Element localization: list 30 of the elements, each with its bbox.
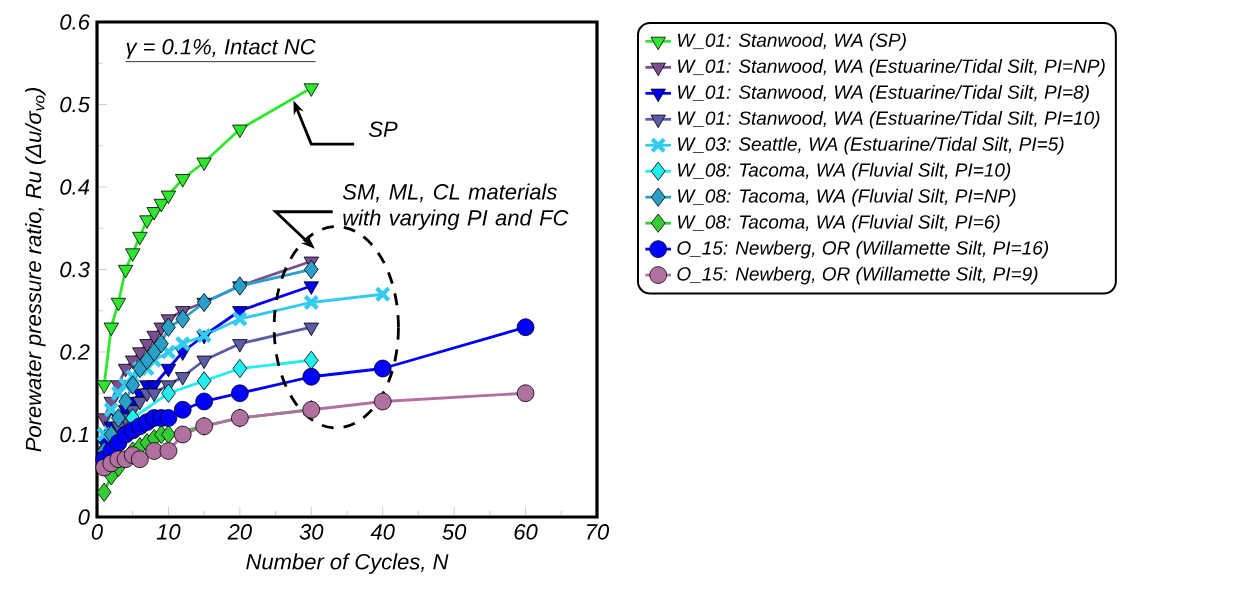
annotation: SM, ML, CL materials with varying PI and FC <box>342 183 569 230</box>
legend-label: W_01: Stanwood, WA (Estuarine/Tidal Silt, PI=10) <box>678 110 1100 129</box>
x-tick-label: 20 <box>227 524 252 540</box>
x-tick-label: 0 <box>91 524 103 540</box>
x-tick-label: 70 <box>587 524 610 540</box>
legend-label: W_03: Seattle, WA (Estuarine/Tidal Silt, PI=5) <box>678 136 1064 155</box>
y-tick-label: 0.6 <box>60 14 90 30</box>
x-tick-label: 10 <box>156 524 181 540</box>
legend-label: W_01: Stanwood, WA (Estuarine/Tidal Silt, PI=NP) <box>678 58 1105 77</box>
legend-label: W_08: Tacoma, WA (Fluvial Silt, PI=NP) <box>678 188 1016 207</box>
x-tick-label: 30 <box>299 524 324 540</box>
legend-label: W_08: Tacoma, WA (Fluvial Silt, PI=10) <box>678 162 1011 181</box>
x-axis-title: Number of Cycles, N <box>246 553 449 574</box>
legend-label: W_01: Stanwood, WA (SP) <box>678 32 906 51</box>
annotation: SP <box>368 121 398 138</box>
x-tick-label: 50 <box>442 524 467 540</box>
legend-label: O_15: Newberg, OR (Willamette Silt, PI=9) <box>677 266 1038 285</box>
annotation: γ = 0.1%, Intact NC <box>126 38 316 59</box>
x-tick-label: 40 <box>370 524 395 540</box>
legend-label: O_15: Newberg, OR (Willamette Silt, PI=16) <box>677 240 1048 259</box>
y-tick-label: 0.5 <box>60 96 90 113</box>
y-tick-label: 0.4 <box>60 179 90 195</box>
y-tick-label: 0.3 <box>60 261 90 278</box>
legend-label: W_08: Tacoma, WA (Fluvial Silt, PI=6) <box>678 214 1000 233</box>
y-tick-label: 0 <box>78 509 90 525</box>
y-tick-label: 0.1 <box>60 426 89 443</box>
y-tick-label: 0.2 <box>60 344 90 360</box>
legend-label: W_01: Stanwood, WA (Estuarine/Tidal Silt, PI=8) <box>678 84 1089 103</box>
x-tick-label: 60 <box>514 524 538 540</box>
y-axis-title: Porewater pressure ratio, Ru (Δu/σ$_{vo}$) <box>25 87 46 452</box>
